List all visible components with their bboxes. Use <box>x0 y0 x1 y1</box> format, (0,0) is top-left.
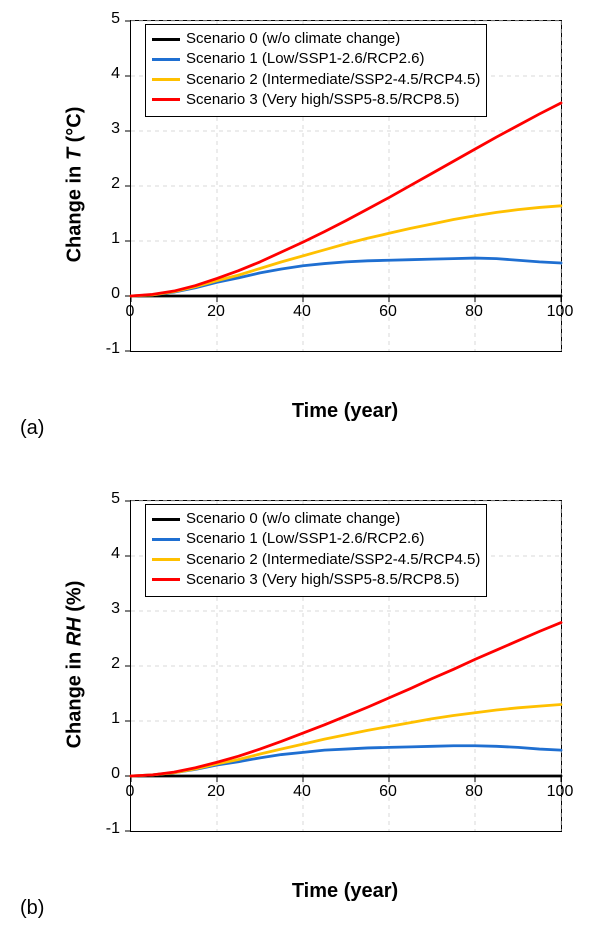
x-tick-label: 60 <box>373 783 403 801</box>
legend-item: Scenario 0 (w/o climate change) <box>152 509 480 529</box>
y-tick-label: 4 <box>90 545 120 563</box>
chart-wrap: Change in T (°C)Time (year)020406080100-… <box>60 10 580 430</box>
series-line-3 <box>131 103 561 296</box>
y-tick-label: 1 <box>90 710 120 728</box>
legend-item: Scenario 1 (Low/SSP1-2.6/RCP2.6) <box>152 529 480 549</box>
legend-label: Scenario 1 (Low/SSP1-2.6/RCP2.6) <box>186 49 424 69</box>
legend-swatch <box>152 538 180 541</box>
x-tick-label: 0 <box>115 783 145 801</box>
y-axis-title: Change in T (°C) <box>64 85 87 285</box>
y-tick-label: 1 <box>90 230 120 248</box>
x-tick-label: 40 <box>287 783 317 801</box>
y-tick-label: 0 <box>90 765 120 783</box>
legend-swatch <box>152 98 180 101</box>
legend-swatch <box>152 38 180 41</box>
x-axis-title: Time (year) <box>130 880 560 903</box>
panel-label: (b) <box>20 897 44 920</box>
y-tick-label: 2 <box>90 175 120 193</box>
y-tick-label: 3 <box>90 600 120 618</box>
series-line-1 <box>131 746 561 776</box>
legend-swatch <box>152 558 180 561</box>
x-axis-title: Time (year) <box>130 400 560 423</box>
legend-swatch <box>152 78 180 81</box>
x-tick-label: 100 <box>545 303 575 321</box>
legend-label: Scenario 0 (w/o climate change) <box>186 509 400 529</box>
legend-label: Scenario 2 (Intermediate/SSP2-4.5/RCP4.5… <box>186 550 480 570</box>
x-tick-label: 100 <box>545 783 575 801</box>
y-axis-title: Change in RH (%) <box>64 565 87 765</box>
x-tick-label: 20 <box>201 783 231 801</box>
y-tick-label: -1 <box>90 340 120 358</box>
legend-item: Scenario 3 (Very high/SSP5-8.5/RCP8.5) <box>152 570 480 590</box>
y-tick-label: 4 <box>90 65 120 83</box>
legend-item: Scenario 3 (Very high/SSP5-8.5/RCP8.5) <box>152 90 480 110</box>
y-tick-label: 0 <box>90 285 120 303</box>
panel-b: (b)Change in RH (%)Time (year)0204060801… <box>20 490 580 920</box>
series-line-3 <box>131 623 561 776</box>
legend-swatch <box>152 578 180 581</box>
legend-item: Scenario 1 (Low/SSP1-2.6/RCP2.6) <box>152 49 480 69</box>
panel-a: (a)Change in T (°C)Time (year)0204060801… <box>20 10 580 440</box>
legend-swatch <box>152 518 180 521</box>
x-tick-label: 60 <box>373 303 403 321</box>
chart-wrap: Change in RH (%)Time (year)020406080100-… <box>60 490 580 910</box>
legend-label: Scenario 2 (Intermediate/SSP2-4.5/RCP4.5… <box>186 70 480 90</box>
y-tick-label: 5 <box>90 10 120 28</box>
legend: Scenario 0 (w/o climate change)Scenario … <box>145 504 487 597</box>
legend-item: Scenario 2 (Intermediate/SSP2-4.5/RCP4.5… <box>152 550 480 570</box>
y-tick-label: 3 <box>90 120 120 138</box>
legend-label: Scenario 3 (Very high/SSP5-8.5/RCP8.5) <box>186 90 459 110</box>
y-tick-label: -1 <box>90 820 120 838</box>
y-tick-label: 2 <box>90 655 120 673</box>
legend-swatch <box>152 58 180 61</box>
panel-label: (a) <box>20 417 44 440</box>
x-tick-label: 80 <box>459 783 489 801</box>
legend-label: Scenario 0 (w/o climate change) <box>186 29 400 49</box>
legend: Scenario 0 (w/o climate change)Scenario … <box>145 24 487 117</box>
legend-item: Scenario 2 (Intermediate/SSP2-4.5/RCP4.5… <box>152 70 480 90</box>
legend-label: Scenario 3 (Very high/SSP5-8.5/RCP8.5) <box>186 570 459 590</box>
y-tick-label: 5 <box>90 490 120 508</box>
x-tick-label: 20 <box>201 303 231 321</box>
x-tick-label: 40 <box>287 303 317 321</box>
legend-item: Scenario 0 (w/o climate change) <box>152 29 480 49</box>
legend-label: Scenario 1 (Low/SSP1-2.6/RCP2.6) <box>186 529 424 549</box>
x-tick-label: 0 <box>115 303 145 321</box>
x-tick-label: 80 <box>459 303 489 321</box>
series-line-1 <box>131 258 561 296</box>
